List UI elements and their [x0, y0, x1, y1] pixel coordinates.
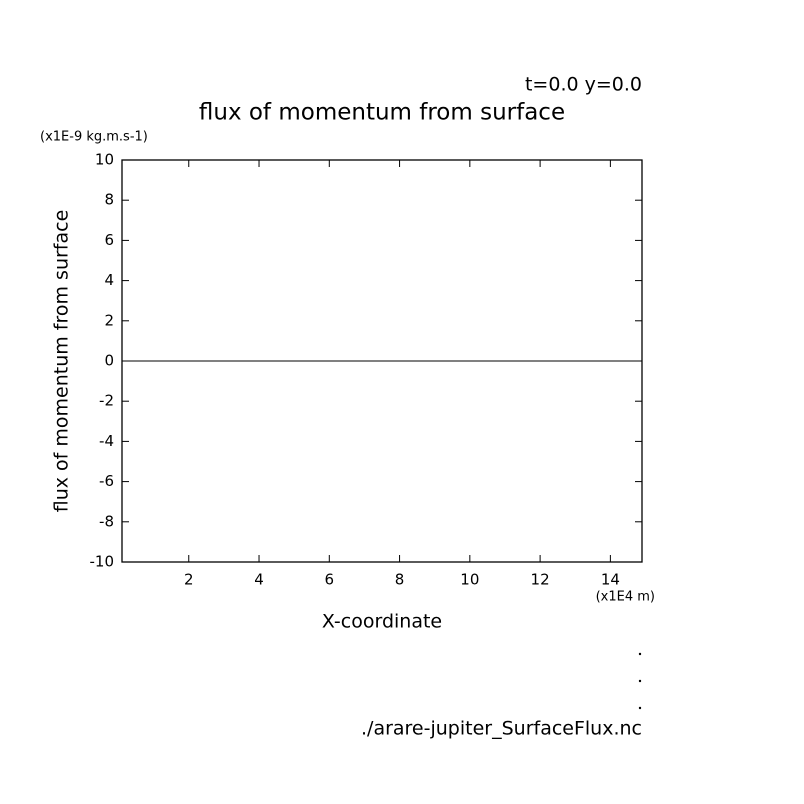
dot	[638, 679, 642, 683]
y-tick-label: -4	[99, 432, 114, 450]
y-tick-label: -10	[90, 553, 115, 571]
y-tick-label: 2	[104, 311, 114, 329]
x-tick-label: 14	[601, 571, 620, 589]
chart-subtitle: t=0.0 y=0.0	[525, 74, 642, 96]
y-tick-label: 8	[104, 191, 114, 209]
x-tick-label: 12	[531, 571, 550, 589]
x-tick-label: 2	[184, 571, 194, 589]
y-unit: (x1E-9 kg.m.s-1)	[40, 130, 148, 145]
y-tick-label: 4	[104, 271, 114, 289]
y-tick-label: 6	[104, 231, 114, 249]
y-tick-label: -8	[99, 512, 114, 530]
y-axis-label: flux of momentum from surface	[51, 210, 73, 513]
x-axis-label: X-coordinate	[322, 611, 442, 633]
y-tick-label: -2	[99, 392, 114, 410]
x-unit: (x1E4 m)	[596, 590, 655, 605]
x-tick-label: 10	[460, 571, 479, 589]
x-tick-label: 4	[254, 571, 264, 589]
y-tick-label: 10	[95, 151, 114, 169]
dot	[638, 652, 642, 656]
x-tick-label: 8	[395, 571, 405, 589]
dot	[638, 706, 642, 710]
chart-title: flux of momentum from surface	[199, 100, 565, 126]
footer: ./arare-jupiter_SurfaceFlux.nc	[361, 718, 642, 740]
x-tick-label: 6	[325, 571, 335, 589]
y-tick-label: 0	[104, 352, 114, 370]
y-tick-label: -6	[99, 472, 114, 490]
